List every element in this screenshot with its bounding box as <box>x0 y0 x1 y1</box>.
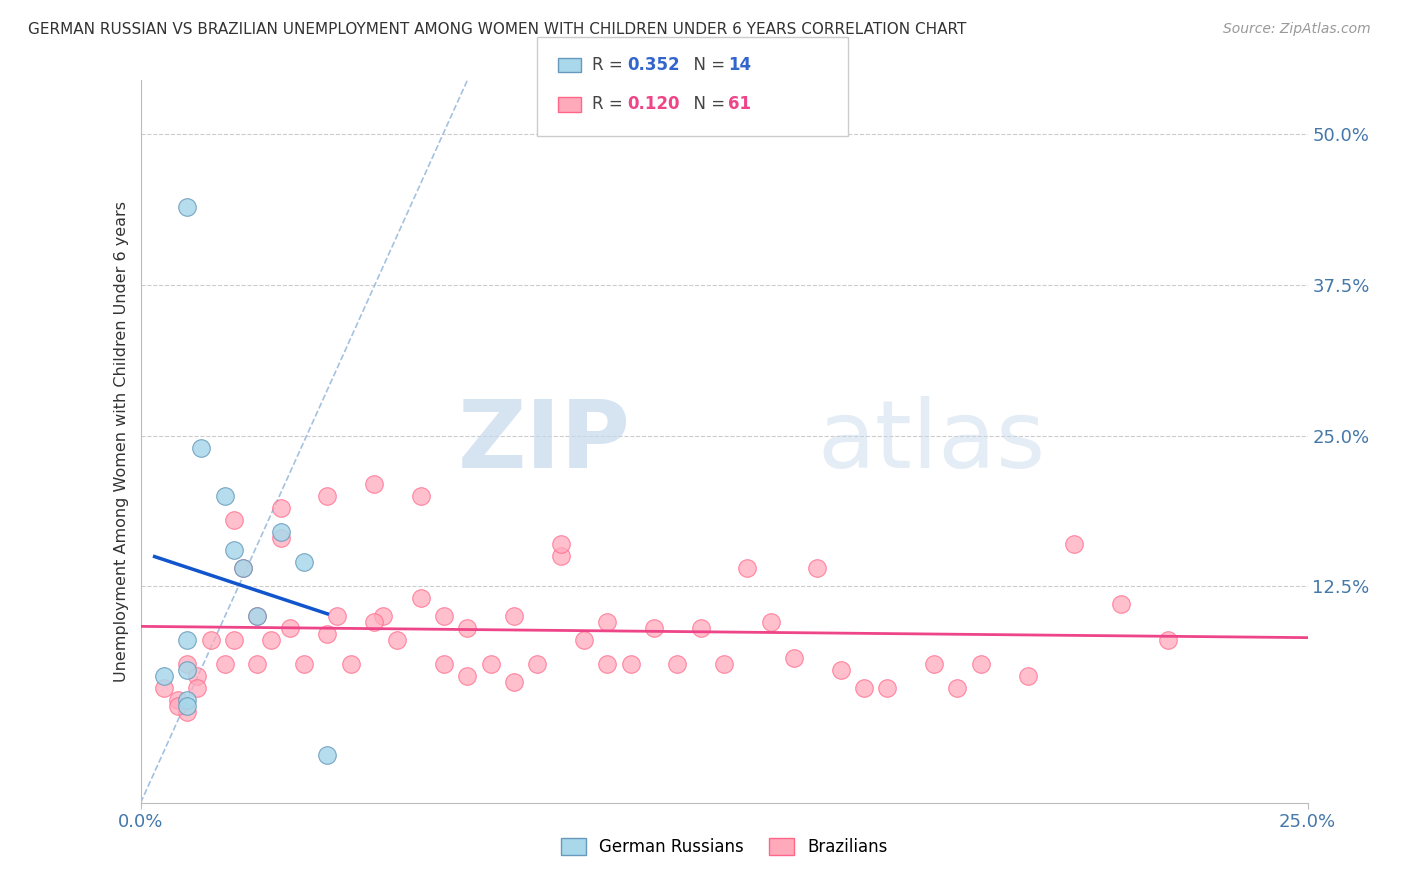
Point <box>479 657 502 672</box>
Point <box>373 609 395 624</box>
Point <box>246 609 269 624</box>
Point <box>232 561 254 575</box>
Point <box>176 657 198 672</box>
Point <box>409 489 432 503</box>
Point <box>713 657 735 672</box>
Text: 0.120: 0.120 <box>627 95 679 113</box>
Point <box>292 657 315 672</box>
Point <box>1109 597 1132 611</box>
Point <box>806 561 828 575</box>
Point <box>689 621 711 635</box>
Point <box>270 500 292 515</box>
Point <box>876 681 898 696</box>
Point <box>214 489 236 503</box>
Point <box>363 476 385 491</box>
Point <box>737 561 759 575</box>
Point <box>339 657 361 672</box>
Point <box>186 669 208 683</box>
Point <box>153 669 176 683</box>
Point <box>596 615 619 630</box>
Point <box>759 615 782 630</box>
Text: Source: ZipAtlas.com: Source: ZipAtlas.com <box>1223 22 1371 37</box>
Point <box>433 657 456 672</box>
Point <box>176 699 198 714</box>
Point <box>167 699 190 714</box>
Point <box>643 621 665 635</box>
Point <box>596 657 619 672</box>
Point <box>176 633 198 648</box>
Point <box>200 633 222 648</box>
Point <box>214 657 236 672</box>
Text: atlas: atlas <box>817 395 1046 488</box>
Point <box>222 633 245 648</box>
Point <box>387 633 409 648</box>
Point <box>526 657 548 672</box>
Point <box>666 657 689 672</box>
Text: 14: 14 <box>728 56 751 74</box>
Point <box>1017 669 1039 683</box>
Point <box>222 542 245 557</box>
Point <box>503 609 526 624</box>
Point <box>550 537 572 551</box>
Text: N =: N = <box>683 95 731 113</box>
Point <box>316 747 339 762</box>
Point <box>325 609 347 624</box>
Y-axis label: Unemployment Among Women with Children Under 6 years: Unemployment Among Women with Children U… <box>114 201 129 682</box>
Point <box>456 669 478 683</box>
Point <box>232 561 254 575</box>
Point <box>153 681 176 696</box>
Point <box>1063 537 1085 551</box>
Point <box>316 489 339 503</box>
Point <box>176 706 198 720</box>
Point <box>246 657 269 672</box>
Point <box>409 591 432 606</box>
Point <box>363 615 385 630</box>
Point <box>222 513 245 527</box>
Text: 0.352: 0.352 <box>627 56 679 74</box>
Text: ZIP: ZIP <box>458 395 631 488</box>
Legend: German Russians, Brazilians: German Russians, Brazilians <box>554 831 894 863</box>
Point <box>783 651 806 665</box>
Point <box>572 633 595 648</box>
Point <box>922 657 945 672</box>
Point <box>853 681 876 696</box>
Point <box>433 609 456 624</box>
Point <box>270 531 292 545</box>
Text: N =: N = <box>683 56 731 74</box>
Point <box>946 681 969 696</box>
Point <box>270 524 292 539</box>
Text: 61: 61 <box>728 95 751 113</box>
Point <box>176 664 198 678</box>
Point <box>292 555 315 569</box>
Point <box>176 200 198 214</box>
Point <box>1156 633 1178 648</box>
Text: GERMAN RUSSIAN VS BRAZILIAN UNEMPLOYMENT AMONG WOMEN WITH CHILDREN UNDER 6 YEARS: GERMAN RUSSIAN VS BRAZILIAN UNEMPLOYMENT… <box>28 22 966 37</box>
Text: R =: R = <box>592 56 628 74</box>
Point <box>186 681 208 696</box>
Point <box>503 675 526 690</box>
Point <box>260 633 283 648</box>
Text: R =: R = <box>592 95 628 113</box>
Point <box>176 693 198 707</box>
Point <box>316 627 339 641</box>
Point <box>278 621 301 635</box>
Point <box>970 657 993 672</box>
Point <box>550 549 572 563</box>
Point <box>167 693 190 707</box>
Point <box>830 664 852 678</box>
Point <box>456 621 478 635</box>
Point <box>246 609 269 624</box>
Point <box>620 657 643 672</box>
Point <box>190 441 212 455</box>
